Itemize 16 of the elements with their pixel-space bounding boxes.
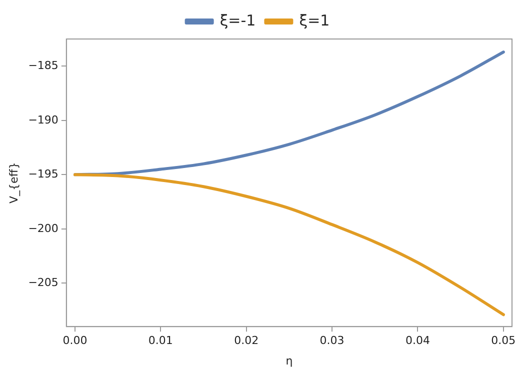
y-tick-label: −200 <box>28 222 58 235</box>
y-tick-label: −190 <box>28 113 58 126</box>
y-axis-title: V_{eff} <box>7 162 20 204</box>
x-tick-label: 0.03 <box>320 334 344 348</box>
y-tick-label: −185 <box>28 58 58 72</box>
x-axis-title: η <box>286 354 293 368</box>
x-tick-label: 0.00 <box>62 334 88 348</box>
x-tick-label: 0.01 <box>148 334 173 348</box>
x-tick-label: 0.04 <box>405 334 430 348</box>
y-tick-label: −205 <box>28 276 58 290</box>
x-tick-label: 0.05 <box>491 334 516 348</box>
line-series <box>73 173 505 316</box>
legend-label: ξ=1 <box>299 11 330 30</box>
x-tick-label: 0.02 <box>234 334 259 348</box>
y-tick-label: −195 <box>28 168 58 181</box>
legend-label: ξ=-1 <box>220 11 256 30</box>
